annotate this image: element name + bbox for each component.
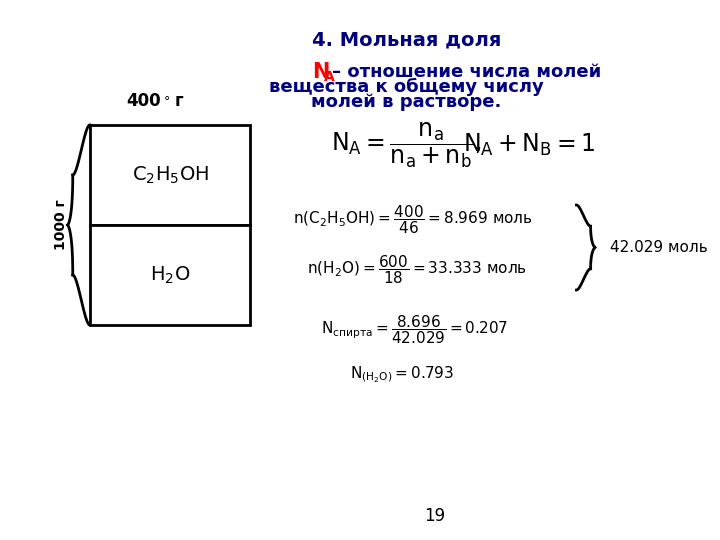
Text: – отношение числа молей: – отношение числа молей <box>332 63 601 81</box>
Text: вещества к общему числу: вещества к общему числу <box>269 78 544 96</box>
Text: $\mathrm{N_A = \dfrac{n_a}{n_a + n_b}},$: $\mathrm{N_A = \dfrac{n_a}{n_a + n_b}},$ <box>331 120 482 170</box>
Text: N: N <box>312 62 329 82</box>
Text: $\mathrm{n(H_2O) = \dfrac{600}{18} = 33.333\ моль}$: $\mathrm{n(H_2O) = \dfrac{600}{18} = 33.… <box>307 254 527 286</box>
Text: 400: 400 <box>126 92 161 110</box>
Bar <box>90 225 251 325</box>
Text: 4. Мольная доля: 4. Мольная доля <box>312 30 501 49</box>
Bar <box>90 125 251 225</box>
Text: $\mathrm{H_2O}$: $\mathrm{H_2O}$ <box>150 265 190 286</box>
Text: $\mathrm{N_{(H_2O)} = 0.793}$: $\mathrm{N_{(H_2O)} = 0.793}$ <box>350 365 454 385</box>
Text: °: ° <box>164 95 171 108</box>
Text: молей в растворе.: молей в растворе. <box>311 93 502 111</box>
Text: 42.029 моль: 42.029 моль <box>610 240 707 255</box>
Text: $\mathrm{C_2H_5OH}$: $\mathrm{C_2H_5OH}$ <box>132 164 209 186</box>
Text: 19: 19 <box>424 507 445 525</box>
Text: $\mathrm{N_{спирта} = \dfrac{8.696}{42.029} = 0.207}$: $\mathrm{N_{спирта} = \dfrac{8.696}{42.0… <box>321 314 508 346</box>
Text: г: г <box>175 92 184 110</box>
Text: $\mathrm{n(C_2H_5OH) = \dfrac{400}{46} = 8.969\ моль}$: $\mathrm{n(C_2H_5OH) = \dfrac{400}{46} =… <box>293 204 533 237</box>
Text: A: A <box>324 70 335 84</box>
Text: 1000 г: 1000 г <box>55 200 68 251</box>
Text: $\mathrm{N_A + N_B = 1}$: $\mathrm{N_A + N_B = 1}$ <box>463 132 595 158</box>
